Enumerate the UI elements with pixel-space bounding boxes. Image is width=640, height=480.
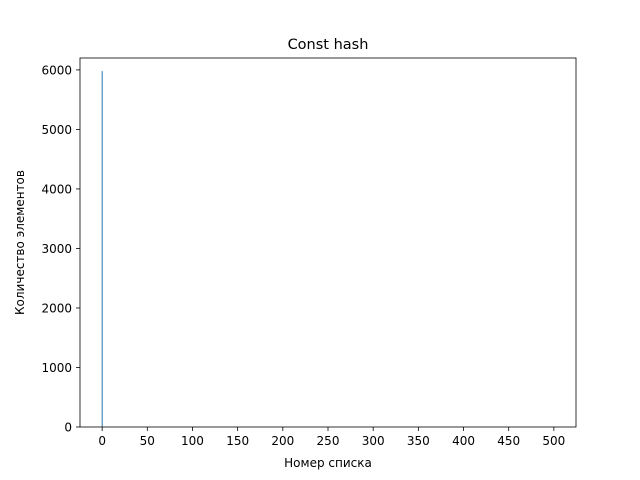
x-tick-label: 250 — [317, 434, 340, 448]
x-axis: 0 50 100 150 200 250 300 350 400 450 500 — [98, 427, 565, 448]
x-tick-label: 200 — [271, 434, 294, 448]
x-tick-label: 350 — [407, 434, 430, 448]
y-tick-label: 4000 — [41, 182, 72, 196]
x-tick-label: 450 — [497, 434, 520, 448]
x-axis-label: Номер списка — [284, 456, 372, 470]
bar — [101, 71, 103, 427]
x-tick-label: 150 — [226, 434, 249, 448]
y-axis: 0 1000 2000 3000 4000 5000 6000 — [41, 63, 80, 435]
x-tick-label: 300 — [362, 434, 385, 448]
x-tick-label: 400 — [452, 434, 475, 448]
y-axis-label: Количество элементов — [13, 170, 27, 315]
chart-title: Const hash — [288, 37, 369, 53]
x-tick-label: 50 — [140, 434, 155, 448]
x-tick-label: 0 — [98, 434, 106, 448]
y-tick-label: 0 — [64, 421, 72, 435]
y-tick-label: 6000 — [41, 63, 72, 77]
x-tick-label: 100 — [181, 434, 204, 448]
y-tick-label: 5000 — [41, 123, 72, 137]
y-tick-label: 2000 — [41, 301, 72, 315]
bars-layer — [101, 71, 103, 427]
y-tick-label: 1000 — [41, 361, 72, 375]
x-tick-label: 500 — [542, 434, 565, 448]
y-tick-label: 3000 — [41, 242, 72, 256]
